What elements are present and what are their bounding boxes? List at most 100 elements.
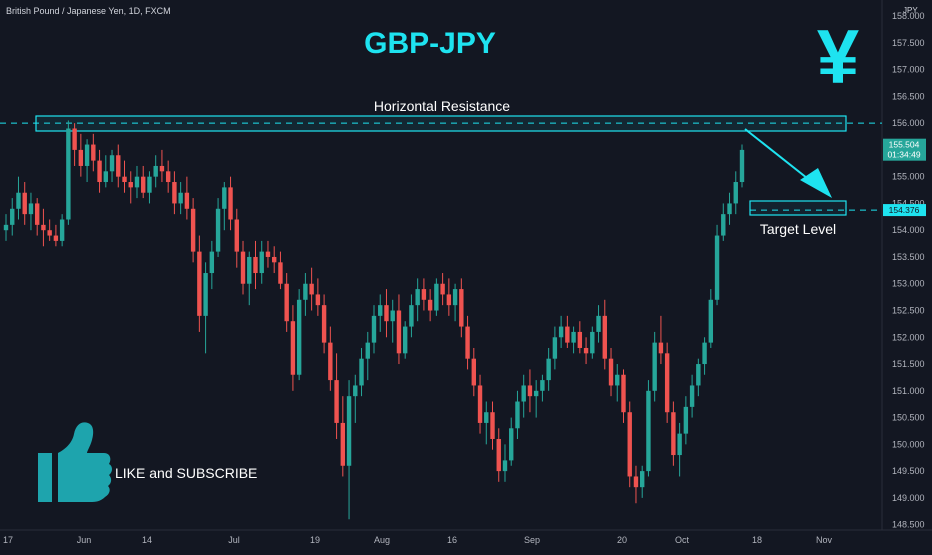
y-tick-label: 157.500 [892, 38, 925, 48]
candle [571, 326, 576, 354]
candle [683, 396, 689, 445]
candle [552, 326, 558, 370]
candle [390, 299, 395, 343]
x-tick-label: 18 [752, 535, 762, 545]
chart-title: GBP-JPY [364, 27, 496, 60]
candle [540, 374, 545, 402]
candle [402, 321, 408, 359]
candle [97, 149, 102, 193]
candle [527, 369, 533, 413]
candle [228, 176, 233, 231]
candle [664, 342, 670, 423]
candle [652, 331, 657, 402]
candle [59, 214, 65, 247]
candle [627, 401, 632, 488]
yen-icon: ¥ [817, 15, 859, 100]
candle [159, 149, 165, 183]
x-tick-label: 20 [617, 535, 627, 545]
candle [640, 465, 645, 498]
candle [696, 358, 701, 397]
candle [178, 182, 183, 215]
x-tick-label: 17 [3, 535, 13, 545]
y-tick-label: 148.500 [892, 520, 925, 530]
x-tick-label: 19 [310, 535, 320, 545]
candle [477, 374, 483, 434]
candles [3, 120, 745, 520]
candle [671, 401, 676, 466]
candle [714, 224, 720, 306]
resistance-label: Horizontal Resistance [374, 98, 510, 114]
candle [10, 198, 15, 236]
candle [103, 155, 108, 188]
y-tick-label: 154.500 [892, 198, 925, 208]
candle [702, 337, 707, 375]
thumbs-up-icon[interactable] [38, 422, 112, 502]
candle [247, 251, 252, 306]
candle [290, 305, 296, 391]
x-tick-label: Jul [228, 535, 240, 545]
candle [365, 331, 370, 381]
svg-text:155.504: 155.504 [889, 140, 920, 150]
candle [315, 278, 321, 316]
candle [16, 176, 21, 220]
candle [459, 278, 464, 338]
candle [321, 294, 327, 354]
candle [153, 155, 158, 188]
candle [190, 198, 196, 263]
candle [66, 120, 71, 225]
candle [415, 278, 420, 322]
candle [134, 165, 140, 199]
x-tick-label: Jun [77, 535, 92, 545]
candle [615, 364, 620, 402]
target-zone[interactable] [749, 200, 847, 216]
candle [359, 347, 364, 397]
target-label: Target Level [760, 221, 836, 237]
candle [496, 428, 501, 482]
currency-label: JPY [903, 6, 918, 15]
candle [502, 444, 508, 482]
candle [109, 149, 115, 183]
candle [78, 133, 84, 177]
candle [309, 267, 314, 311]
candle [147, 171, 152, 204]
candle [452, 283, 458, 322]
candle [533, 380, 539, 418]
candle [234, 208, 239, 268]
candle [421, 278, 427, 311]
x-tick-label: Oct [675, 535, 690, 545]
candle [296, 289, 302, 381]
candle [91, 133, 96, 172]
candle [721, 203, 726, 241]
x-tick-label: Aug [374, 535, 390, 545]
candle [484, 401, 489, 445]
candle [583, 337, 589, 365]
candle [471, 347, 476, 397]
subscribe-cta[interactable]: LIKE and SUBSCRIBE [115, 465, 257, 481]
candle [658, 315, 664, 365]
candle [689, 374, 695, 418]
candle [396, 294, 402, 365]
candle [608, 347, 614, 397]
y-tick-label: 149.000 [892, 493, 925, 503]
candle [47, 219, 52, 241]
y-tick-label: 149.500 [892, 466, 925, 476]
candle [197, 235, 202, 332]
candle [172, 171, 177, 215]
candle [427, 289, 433, 322]
candle [371, 305, 377, 354]
candle [633, 465, 639, 504]
arrow-icon [744, 128, 832, 198]
y-tick-label: 155.000 [892, 172, 925, 182]
candle [53, 224, 59, 247]
y-tick-label: 151.000 [892, 386, 925, 396]
candle [434, 278, 439, 316]
candle [72, 123, 77, 166]
candle [272, 246, 277, 274]
candle [222, 182, 227, 231]
candle [3, 214, 9, 241]
x-tick-label: Nov [816, 535, 833, 545]
candle [446, 278, 452, 316]
y-tick-label: 153.500 [892, 252, 925, 262]
